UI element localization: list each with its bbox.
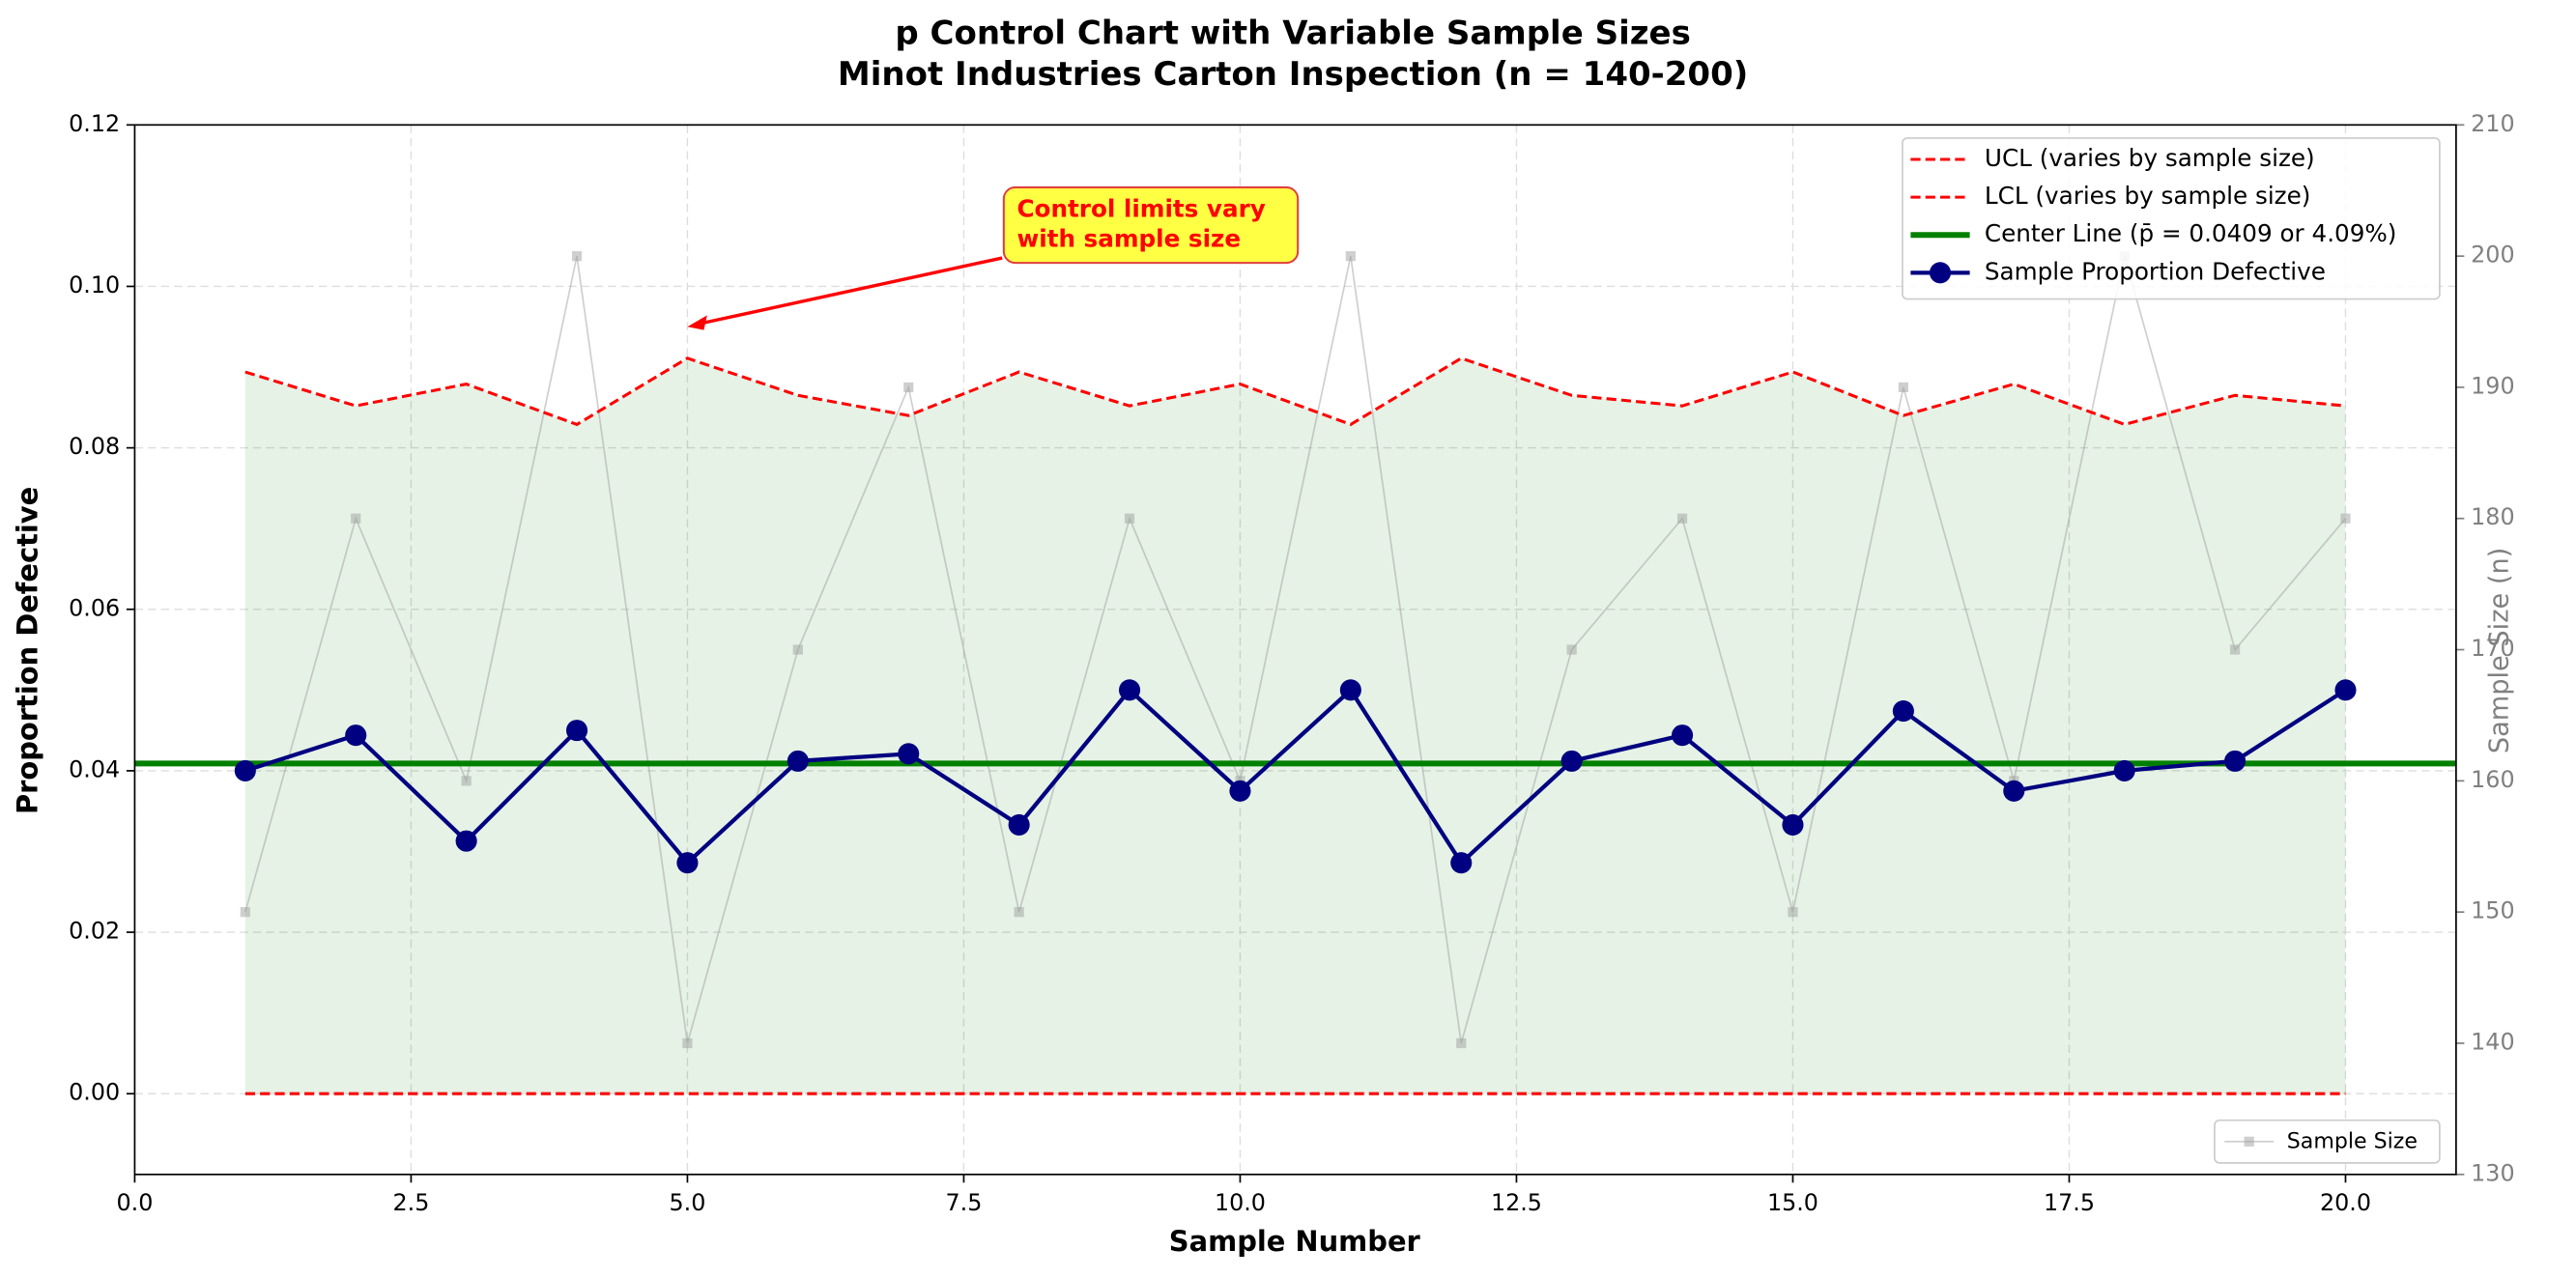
proportion-marker [1118,679,1141,701]
y2-tick-label: 210 [2471,110,2514,137]
y-tick-label: 0.06 [69,594,120,621]
sample-size-marker [2229,644,2241,655]
y2-tick-label: 170 [2471,635,2514,662]
proportion-marker [787,750,809,772]
legend-label: LCL (varies by sample size) [1985,182,2310,210]
proportion-marker [1229,780,1251,802]
control-limit [244,356,2346,427]
sample-size-marker [1014,907,1024,918]
chart-title: Minot Industries Carton Inspection (n = … [838,55,1748,94]
y2-tick-label: 140 [2471,1028,2514,1055]
sample-size-marker [1676,513,1688,524]
y-tick-label: 0.08 [69,433,120,460]
chart-title: p Control Chart with Variable Sample Siz… [895,14,1691,52]
x-tick-label: 15.0 [1767,1189,1818,1216]
y-tick-label: 0.00 [69,1079,120,1106]
sample-size-marker [571,251,583,262]
x-tick-label: 10.0 [1215,1189,1266,1216]
proportion-marker [1672,724,1694,747]
sample-size-marker [903,382,914,393]
y2-tick-label: 200 [2471,241,2514,269]
y2-axis-label: Sample Size (n) [2484,548,2514,753]
y2-tick-label: 130 [2471,1159,2514,1186]
legend-label: UCL (varies by sample size) [1985,144,2315,172]
sample-size-marker [1345,251,1356,262]
sample-size-marker [792,644,803,655]
proportion-marker [2334,679,2357,701]
plot-frame [133,124,2457,1176]
proportion-marker [565,720,588,742]
sample-size-line [244,255,2347,1044]
annotation-arrowhead [687,315,707,330]
legend-box [1902,137,2441,300]
proportion-marker [1782,813,1804,836]
y-tick-label: 0.10 [69,271,120,298]
proportion-marker [898,743,920,765]
sample-size-marker [1788,907,1798,918]
sample-size-marker [1898,382,1908,393]
y-axis-label: Proportion Defective [12,487,44,814]
sample-size-marker [1124,513,1135,524]
sample-size-marker [240,907,250,918]
sample-size-marker [682,1037,693,1049]
proportion-marker [234,759,256,781]
legend-box [2214,1119,2441,1164]
x-tick-label: 5.0 [670,1189,706,1216]
sample-size-marker [2340,513,2351,524]
legend-label: Sample Size [2287,1128,2418,1153]
proportion-marker [1450,852,1473,874]
sample-size-marker [1566,644,1577,655]
y-tick-label: 0.12 [69,110,120,137]
y2-tick-label: 160 [2471,766,2514,793]
sample-size-marker [351,513,361,524]
x-tick-label: 20.0 [2320,1189,2371,1216]
proportion-marker [2224,750,2247,772]
x-axis-label: Sample Number [1169,1225,1421,1258]
annotation-arrow [700,256,1003,326]
y2-tick-label: 190 [2471,372,2514,399]
x-tick-label: 0.0 [116,1189,153,1216]
control-band [244,357,2346,1094]
proportion-marker [676,852,699,874]
sample-size-marker [461,776,472,786]
proportion-marker [2003,780,2025,802]
annotation-text: with sample size [1016,224,1241,252]
annotation-text: Control limits vary [1016,195,1265,223]
x-tick-label: 17.5 [2044,1189,2095,1216]
annotation-box [1002,185,1300,265]
proportion-line [244,687,2347,866]
legend-marker [2244,1136,2254,1147]
proportion-marker [1892,700,1914,723]
sample-size-marker [1456,1037,1467,1049]
x-tick-label: 2.5 [392,1189,429,1216]
y-tick-label: 0.02 [69,918,120,945]
proportion-marker [1008,813,1030,836]
x-tick-label: 7.5 [946,1189,983,1216]
legend-label: Center Line (p̄ = 0.0409 or 4.09%) [1985,219,2397,247]
proportion-marker [1560,750,1583,772]
proportion-marker [345,724,367,747]
y-tick-label: 0.04 [69,755,120,782]
y2-tick-label: 150 [2471,897,2514,924]
proportion-marker [2113,759,2135,781]
proportion-marker [455,830,477,852]
y2-tick-label: 180 [2471,503,2514,530]
legend-marker [1929,262,1952,284]
x-tick-label: 12.5 [1491,1189,1542,1216]
legend-label: Sample Proportion Defective [1985,257,2326,285]
proportion-marker [1339,679,1361,701]
